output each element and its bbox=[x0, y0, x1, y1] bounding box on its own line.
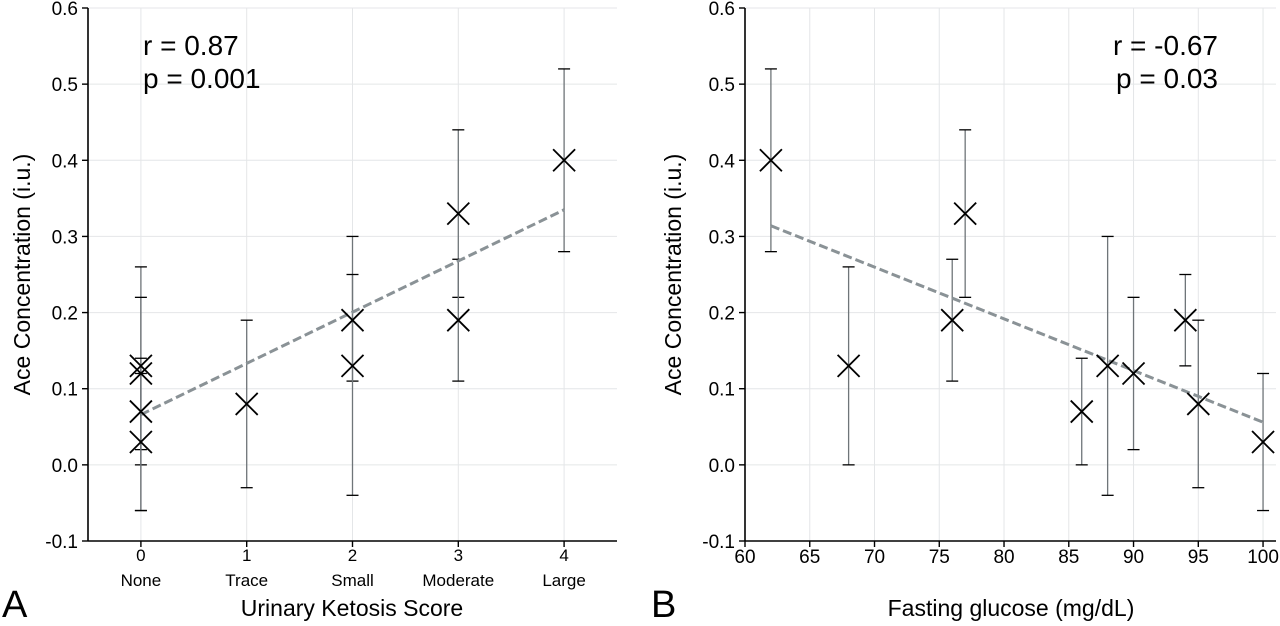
y-tick-label: 0.0 bbox=[709, 456, 735, 477]
x-category-label: Large bbox=[542, 571, 585, 590]
y-tick-label: 0.2 bbox=[52, 304, 78, 325]
y-tick-label: 0.3 bbox=[52, 227, 78, 248]
data-point-stroke bbox=[446, 308, 470, 332]
data-point-stroke bbox=[759, 148, 783, 172]
data-point bbox=[129, 430, 153, 454]
x-tick-label: 75 bbox=[929, 547, 950, 568]
data-point-stroke bbox=[1070, 399, 1094, 424]
data-point bbox=[340, 308, 365, 332]
data-point-stroke bbox=[1095, 354, 1120, 378]
regression-line bbox=[140, 208, 565, 416]
stat-annotation: r = -0.67 bbox=[1113, 30, 1218, 61]
data-point bbox=[129, 399, 153, 424]
data-point bbox=[129, 361, 153, 386]
data-point-stroke bbox=[552, 148, 576, 172]
data-point-stroke bbox=[1186, 392, 1210, 416]
stat-annotation: r = 0.87 bbox=[143, 30, 239, 61]
data-point bbox=[836, 354, 861, 378]
x-tick-label: 65 bbox=[799, 547, 820, 568]
panel-label: B bbox=[651, 584, 676, 626]
data-point bbox=[1095, 354, 1120, 378]
data-point bbox=[235, 392, 259, 416]
data-point-stroke bbox=[1251, 430, 1275, 454]
x-category-label: Trace bbox=[225, 571, 268, 590]
data-point bbox=[759, 148, 783, 172]
data-point-stroke bbox=[446, 201, 470, 226]
data-point-stroke bbox=[129, 430, 153, 454]
x-tick-label: 1 bbox=[242, 546, 251, 565]
y-tick-label: 0.0 bbox=[52, 456, 78, 477]
y-tick-label: -0.1 bbox=[45, 532, 78, 553]
data-point bbox=[1173, 308, 1197, 332]
data-point-stroke bbox=[340, 308, 365, 332]
x-tick-label: 80 bbox=[993, 547, 1014, 568]
y-tick-label: 0.4 bbox=[709, 151, 736, 172]
y-tick-label: 0.4 bbox=[52, 151, 79, 172]
x-tick-label: 100 bbox=[1247, 547, 1279, 568]
y-tick-label: 0.5 bbox=[709, 75, 735, 96]
x-tick-label: 2 bbox=[348, 546, 357, 565]
data-point bbox=[1070, 399, 1094, 424]
y-tick-label: 0.2 bbox=[709, 304, 735, 325]
y-axis-label: Ace Concentration (i.u.) bbox=[660, 154, 686, 396]
data-point-stroke bbox=[953, 201, 977, 226]
panel-label: A bbox=[2, 584, 28, 626]
x-tick-label: 95 bbox=[1188, 547, 1209, 568]
chart-panel-b: -0.1 0.0 0.1 0.2 0.3 0.4 0.5 0.6 60 65 70 75 80 85 90 9… bbox=[651, 0, 1279, 626]
x-tick-label: 90 bbox=[1123, 547, 1144, 568]
data-point bbox=[340, 354, 365, 378]
data-point bbox=[446, 308, 470, 332]
data-point bbox=[446, 201, 470, 226]
y-tick-label: 0.5 bbox=[52, 75, 78, 96]
data-point-stroke bbox=[940, 308, 964, 332]
y-tick-label: 0.6 bbox=[709, 0, 735, 20]
data-point bbox=[953, 201, 977, 226]
data-point bbox=[1186, 392, 1210, 416]
chart-panel-a: -0.1 0.0 0.1 0.2 0.3 0.4 0.5 0.6 0 1 2 3 4 None Trace S… bbox=[2, 0, 617, 626]
data-point bbox=[1251, 430, 1275, 454]
x-tick-label: 0 bbox=[136, 546, 145, 565]
x-tick-label: 3 bbox=[454, 546, 463, 565]
y-tick-label: -0.1 bbox=[702, 532, 735, 553]
regression-line bbox=[770, 224, 1264, 424]
data-point bbox=[129, 354, 153, 378]
y-tick-label: 0.6 bbox=[52, 0, 78, 20]
x-tick-label: 4 bbox=[559, 546, 568, 565]
data-point-stroke bbox=[129, 399, 153, 424]
data-point-stroke bbox=[235, 392, 259, 416]
stat-annotation: p = 0.001 bbox=[143, 63, 261, 94]
y-tick-label: 0.3 bbox=[709, 227, 735, 248]
x-category-label: None bbox=[121, 571, 162, 590]
data-point bbox=[1121, 361, 1146, 386]
data-point-stroke bbox=[836, 354, 861, 378]
x-category-label: Moderate bbox=[422, 571, 494, 590]
data-point-stroke bbox=[1121, 361, 1146, 386]
x-category-label: Small bbox=[331, 571, 374, 590]
y-axis-label: Ace Concentration (i.u.) bbox=[9, 154, 35, 396]
x-axis-label: Fasting glucose (mg/dL) bbox=[888, 595, 1135, 621]
y-tick-label: 0.1 bbox=[52, 380, 78, 401]
y-tick-label: 0.1 bbox=[709, 380, 735, 401]
stat-annotation: p = 0.03 bbox=[1116, 63, 1218, 94]
data-point-stroke bbox=[129, 361, 153, 386]
x-tick-label: 70 bbox=[864, 547, 885, 568]
data-point-stroke bbox=[129, 354, 153, 378]
x-tick-label: 85 bbox=[1058, 547, 1079, 568]
data-point bbox=[552, 148, 576, 172]
data-point-stroke bbox=[340, 354, 365, 378]
data-point bbox=[940, 308, 964, 332]
x-axis-label: Urinary Ketosis Score bbox=[241, 595, 463, 621]
x-tick-label: 60 bbox=[734, 547, 755, 568]
data-point-stroke bbox=[1173, 308, 1197, 332]
